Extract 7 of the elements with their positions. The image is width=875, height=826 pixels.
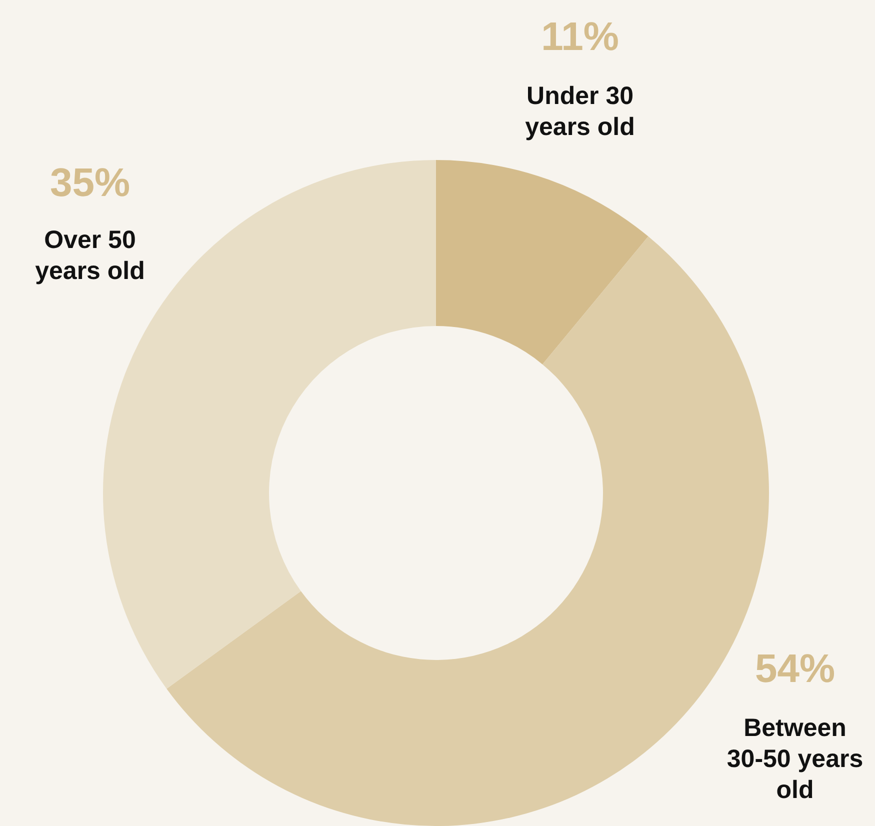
slice-label: Under 30 years old — [525, 82, 635, 141]
donut-slice — [436, 160, 648, 364]
data-label: 11% — [541, 15, 619, 59]
slice-label: Over 50 years old — [35, 226, 145, 285]
slice-label: Between 30-50 years old — [726, 714, 864, 804]
data-label: 35% — [50, 161, 130, 205]
data-label: 54% — [754, 647, 836, 691]
